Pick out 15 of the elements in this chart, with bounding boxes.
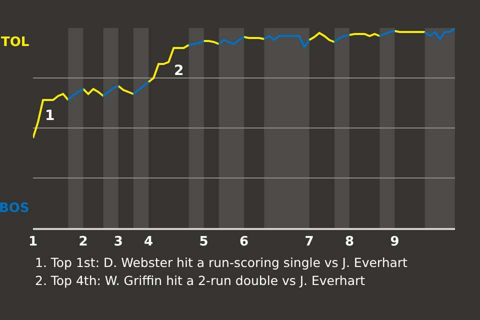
text: TOL	[1, 35, 30, 50]
text: 2. Top 4th: W. Griffin hit a 2-run double vs J. Everhart	[35, 273, 366, 288]
x-tick-label: 2	[78, 234, 88, 250]
x-tick-label: 1	[28, 234, 38, 250]
x-tick-label: 7	[304, 234, 314, 250]
x-tick-label: 9	[390, 234, 400, 250]
x-tick-label: 5	[199, 234, 208, 250]
text: BOS	[0, 201, 30, 216]
annotation: 1	[45, 108, 55, 124]
x-tick-label: 8	[344, 234, 354, 250]
x-tick-label: 3	[114, 234, 123, 250]
x-tick-label: 6	[239, 234, 249, 250]
text: 1. Top 1st: D. Webster hit a run-scoring single vs J. Everhart	[35, 255, 408, 270]
x-tick-label: 4	[144, 234, 154, 250]
annotation: 2	[174, 63, 184, 79]
